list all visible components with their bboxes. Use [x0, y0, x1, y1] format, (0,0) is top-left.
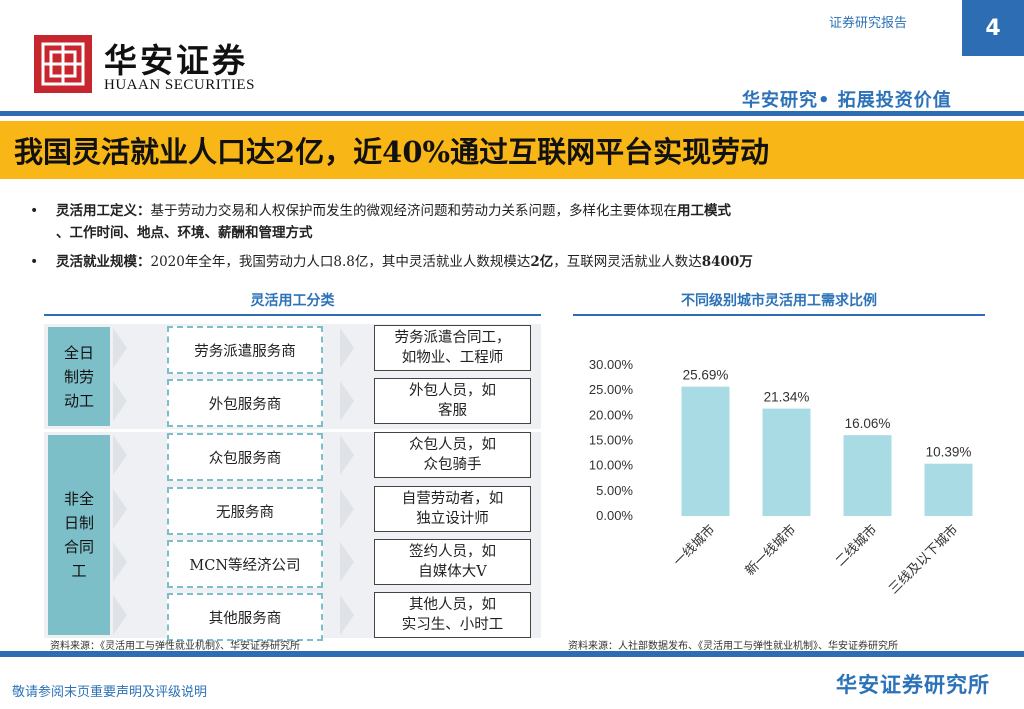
y-tick-label: 0.00%: [596, 508, 633, 523]
worker-box: 外包人员，如 客服: [374, 378, 531, 424]
bullet-definition: 灵活用工定义：基于劳动力交易和人权保护而发生的微观经济问题和劳动力关系问题，多样…: [56, 200, 996, 244]
worker-line: 独立设计师: [416, 511, 489, 527]
x-category-label: 新一线城市: [742, 522, 799, 579]
category-full-time: 全日制劳动工: [48, 327, 110, 426]
left-source: 资料来源：《灵活用工与弹性就业机制》、华安证券研究所: [50, 641, 300, 652]
worker-line: 众包骑手: [423, 457, 482, 473]
bullet-text-line2: 、工作时间、地点、环境、薪酬和管理方式: [56, 225, 313, 241]
chevron-right-icon: [340, 381, 354, 421]
x-category-label: 二线城市: [832, 522, 880, 570]
worker-box: 其他人员，如 实习生、小时工: [374, 592, 531, 638]
category-part-time: 非全日制合同工: [48, 435, 110, 635]
bullet-scale: 灵活就业规模：2020年全年，我国劳动力人口8.8亿，其中灵活就业人数规模达2亿…: [56, 251, 996, 273]
bullet-label: 灵活就业规模：: [56, 254, 151, 270]
provider-box: 外包服务商: [167, 379, 323, 427]
chevron-right-icon: [340, 435, 354, 475]
chevron-right-icon: [340, 328, 354, 368]
right-panel-rule: [573, 314, 985, 316]
chevron-right-icon: [340, 595, 354, 635]
bullet-text: 基于劳动力交易和人权保护而发生的微观经济问题和劳动力关系问题，多样化主要体现在: [150, 203, 678, 219]
logo-chinese-name: 华安证券: [104, 41, 248, 80]
y-tick-label: 10.00%: [589, 458, 634, 473]
logo-emblem-icon: [41, 42, 85, 86]
y-tick-label: 30.00%: [589, 357, 634, 372]
right-panel-title: 不同级别城市灵活用工需求比例: [681, 293, 877, 309]
bar: [681, 386, 730, 516]
disclaimer-link[interactable]: 敬请参阅末页重要声明及评级说明: [12, 685, 208, 700]
worker-line: 劳务派遣合同工，: [394, 330, 511, 346]
bar: [843, 435, 892, 516]
footer-brand: 华安证券研究所: [836, 673, 990, 697]
worker-line: 如物业、工程师: [401, 350, 504, 366]
category-part-time-label: 非全日制合同工: [63, 490, 94, 580]
bullet-emphasis: 8400万: [701, 254, 753, 270]
worker-line: 自营劳动者，如: [401, 491, 504, 507]
report-type: 证券研究报告: [829, 16, 908, 31]
header-divider: [0, 111, 1024, 116]
data-label: 25.69%: [683, 368, 729, 383]
worker-line: 实习生、小时工: [401, 617, 504, 633]
worker-line: 客服: [438, 403, 467, 419]
right-source: 资料来源：人社部数据发布、《灵活用工与弹性就业机制》、华安证券研究所: [568, 641, 898, 652]
footer-divider: [0, 651, 1024, 657]
y-tick-label: 5.00%: [596, 483, 633, 498]
bullet-dot: •: [30, 203, 39, 219]
provider-box: 众包服务商: [167, 433, 323, 481]
y-tick-label: 15.00%: [589, 433, 634, 448]
bar-chart: 30.00% 25.00% 20.00% 15.00% 10.00% 5.00% 0.00%…: [589, 357, 973, 598]
worker-line: 签约人员，如: [409, 544, 496, 560]
data-label: 16.06%: [845, 416, 891, 431]
chevron-right-icon: [113, 381, 127, 421]
chevron-right-icon: [113, 435, 127, 475]
category-full-time-label: 全日制劳动工: [63, 343, 94, 410]
bullet-text: ，互联网灵活就业人数达: [553, 254, 702, 270]
chevron-right-icon: [340, 489, 354, 529]
bullet-text: 2020年全年，我国劳动力人口8.8亿，其中灵活就业人数规模达: [150, 254, 531, 270]
chevron-right-icon: [113, 489, 127, 529]
bullet-label: 灵活用工定义：: [56, 203, 151, 219]
logo-english-name: HUAAN SECURITIES: [104, 77, 255, 93]
left-panel-rule: [44, 314, 541, 316]
bar: [924, 463, 973, 516]
slogan: 华安研究• 拓展投资价值: [742, 90, 952, 111]
x-category-label: 三线及以下城市: [886, 522, 962, 598]
worker-line: 自媒体大V: [418, 564, 487, 580]
data-label: 10.39%: [926, 445, 972, 460]
provider-box: MCN等经济公司: [167, 540, 323, 588]
page-number: 4: [962, 0, 1024, 56]
page-title: 我国灵活就业人口达2亿，近40%通过互联网平台实现劳动: [14, 135, 770, 169]
y-tick-label: 25.00%: [589, 382, 634, 397]
left-panel-title: 灵活用工分类: [250, 293, 335, 309]
data-label: 21.34%: [764, 390, 810, 405]
title-band: [0, 121, 1024, 179]
bullet-emphasis: 2亿: [530, 254, 554, 270]
chevron-right-icon: [113, 595, 127, 635]
worker-line: 外包人员，如: [409, 383, 496, 399]
worker-line: 众包人员，如: [409, 437, 496, 453]
provider-box: 劳务派遣服务商: [167, 326, 323, 374]
chevron-right-icon: [340, 542, 354, 582]
bullet-emphasis: 用工模式: [677, 203, 731, 219]
x-category-label: 一线城市: [670, 522, 718, 570]
chevron-right-icon: [113, 542, 127, 582]
chevron-right-icon: [113, 328, 127, 368]
bullet-dot: •: [30, 254, 39, 270]
worker-box: 自营劳动者，如 独立设计师: [374, 486, 531, 532]
provider-box: 无服务商: [167, 487, 323, 535]
bar: [762, 408, 811, 516]
provider-box: 其他服务商: [167, 593, 323, 641]
logo-mark: [34, 35, 92, 93]
worker-box: 签约人员，如 自媒体大V: [374, 539, 531, 585]
worker-box: 劳务派遣合同工， 如物业、工程师: [374, 325, 531, 371]
worker-box: 众包人员，如 众包骑手: [374, 432, 531, 478]
worker-line: 其他人员，如: [409, 597, 496, 613]
y-tick-label: 20.00%: [589, 407, 634, 422]
